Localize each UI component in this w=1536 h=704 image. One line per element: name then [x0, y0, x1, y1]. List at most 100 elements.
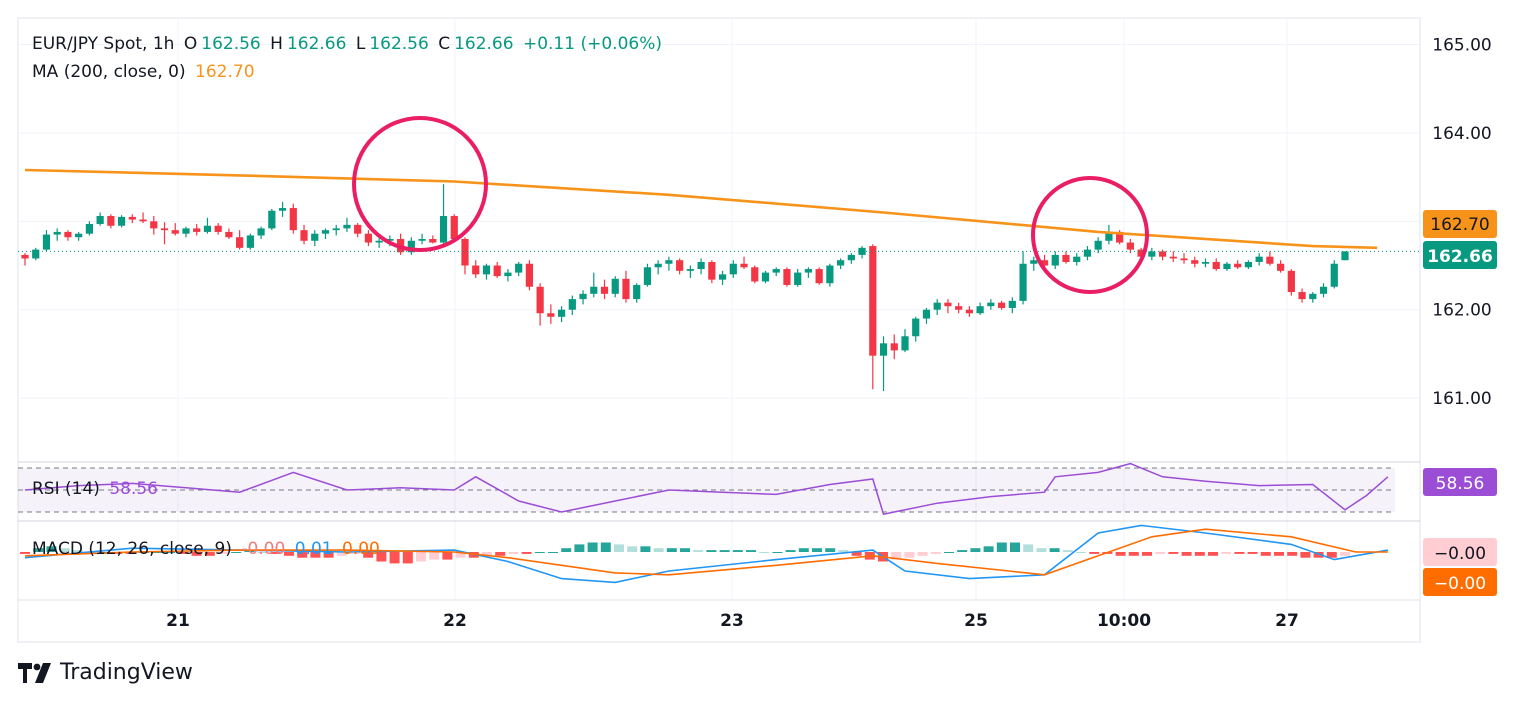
macd-histogram-bar — [178, 552, 189, 554]
candle-body — [622, 278, 630, 300]
candle-body — [1201, 261, 1210, 264]
brand-name: TradingView — [60, 660, 193, 685]
rsi-legend: RSI (14) 58.56 — [32, 479, 162, 499]
close-value: 162.66 — [454, 34, 514, 54]
candle-body — [1319, 286, 1328, 294]
candle-body — [912, 318, 920, 337]
macd-histogram-bar — [482, 552, 492, 556]
macd-histogram-bar — [1010, 542, 1020, 552]
candle-body — [1341, 251, 1349, 261]
candle-body — [869, 246, 877, 356]
macd-signal-badge-text: −0.00 — [1434, 574, 1486, 594]
candle-body — [278, 208, 287, 211]
macd-histogram-bar — [706, 550, 717, 552]
macd-histogram-bar — [72, 550, 83, 552]
candle-body — [321, 230, 330, 234]
candle-body — [997, 302, 1006, 308]
candle-body — [729, 263, 737, 275]
candle-body — [160, 228, 169, 231]
macd-histogram-bar — [666, 548, 677, 552]
candle-body — [611, 278, 619, 294]
candle-body — [214, 225, 222, 232]
macd-histogram-bar — [1062, 550, 1073, 552]
candle-body — [418, 239, 426, 241]
candle-body — [332, 228, 340, 231]
macd-histogram-bar — [614, 544, 624, 552]
macd-line — [24, 524, 1389, 584]
candle-body — [472, 265, 480, 275]
candle-body — [1148, 251, 1156, 257]
macd-histogram-bar — [1260, 552, 1271, 556]
macd-histogram-bar — [1287, 552, 1298, 556]
candle-body — [21, 254, 29, 259]
candle-body — [1137, 249, 1145, 257]
macd-histogram-bar — [983, 546, 994, 552]
candle-body — [182, 228, 190, 234]
candle-body — [203, 225, 212, 232]
candle-body — [1330, 263, 1338, 287]
candle-body — [718, 274, 727, 280]
macd-histogram-bar — [455, 552, 466, 558]
candle-body — [815, 269, 823, 284]
candle-body — [1030, 260, 1038, 264]
macd-histogram-bar — [732, 550, 743, 552]
candle-body — [901, 336, 909, 351]
x-tick-label: 25 — [964, 611, 988, 631]
signal-line — [24, 528, 1388, 576]
candle-body — [439, 216, 448, 243]
macd-histogram-bar — [653, 548, 664, 552]
tradingview-logo[interactable]: TradingView — [18, 660, 193, 685]
macd-histogram-bar — [1036, 548, 1047, 552]
y-tick-label: 161.00 — [1432, 389, 1491, 409]
macd-histogram-bar — [1142, 552, 1152, 556]
candle-body — [708, 261, 716, 280]
macd-histogram-bar — [1194, 552, 1205, 556]
candle-body — [1040, 260, 1049, 266]
macd-histogram-bar — [574, 544, 585, 552]
high-value: 162.66 — [286, 34, 347, 54]
macd-histogram-bar — [851, 552, 862, 556]
candle-body — [107, 216, 115, 226]
x-tick-label: 23 — [720, 611, 744, 631]
macd-histogram-bar — [389, 552, 400, 564]
x-tick-label: 22 — [443, 611, 467, 631]
candle-body — [1008, 300, 1016, 308]
candle-body — [987, 302, 995, 307]
candle-body — [847, 254, 855, 261]
macd-histogram-bar — [416, 552, 426, 562]
macd-histogram-bar — [1274, 552, 1284, 556]
candle-body — [96, 216, 104, 224]
macd-histogram-bar — [1115, 552, 1126, 556]
macd-histogram-bar — [640, 546, 651, 552]
macd-histogram-bar — [270, 552, 281, 554]
last-price-badge-text: 162.66 — [1427, 247, 1493, 267]
rsi-label: RSI (14) — [32, 479, 100, 499]
candle-body — [600, 286, 609, 294]
candle-body — [536, 286, 544, 314]
ma-value: 162.70 — [195, 62, 255, 82]
candle-body — [525, 263, 533, 287]
candle-body — [193, 228, 201, 232]
candle-body — [364, 233, 373, 243]
candle-body — [64, 231, 72, 238]
candle-body — [1287, 270, 1295, 293]
macd-histogram-bar — [891, 552, 902, 560]
macd-histogram-bar — [957, 550, 968, 552]
candle-body — [42, 234, 51, 250]
candle-body — [225, 231, 233, 238]
candle-body — [1073, 256, 1081, 262]
macd-histogram-bar — [165, 552, 176, 553]
symbol-legend: EUR/JPY Spot, 1h O 162.56 H 162.66 L 162.56… — [32, 34, 666, 54]
macd-histogram-bar — [442, 552, 453, 560]
macd-histogram-bar — [1300, 552, 1311, 558]
ma-legend: MA (200, close, 0) 162.70 — [32, 62, 259, 82]
ma-label: MA (200, close, 0) — [32, 62, 186, 82]
open-label: O — [183, 34, 198, 54]
macd-histogram-bar — [20, 552, 30, 554]
candle-body — [1094, 240, 1102, 250]
candle-body — [461, 239, 469, 266]
candle-body — [300, 230, 308, 241]
macd-hist-badge-text: −0.00 — [1434, 544, 1486, 564]
candle-body — [515, 263, 523, 273]
macd-histogram-bar — [930, 552, 941, 554]
